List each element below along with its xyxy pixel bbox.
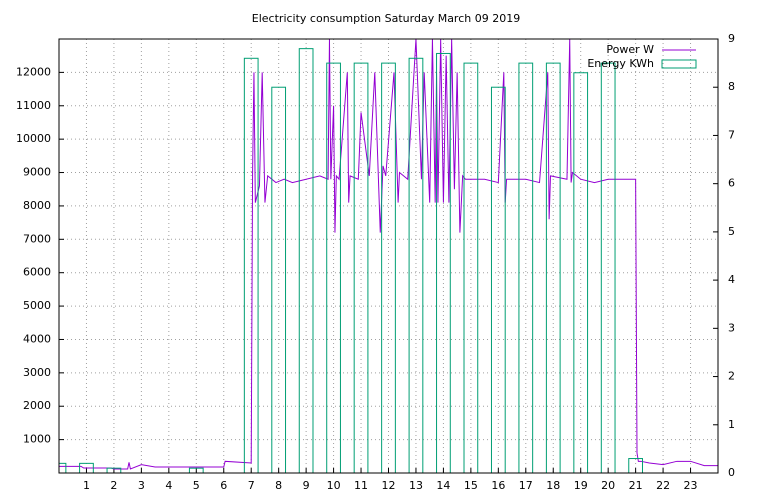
y2-tick-label: 4 [728,273,735,286]
power-line [59,39,718,470]
y-tick-label: 12000 [16,65,51,78]
y-tick-label: 11000 [16,99,51,112]
x-tick-label: 8 [275,479,282,492]
y2-tick-label: 5 [728,225,735,238]
y2-tick-label: 9 [728,32,735,45]
x-tick-label: 21 [629,479,643,492]
x-tick-label: 14 [436,479,450,492]
x-tick-label: 16 [491,479,505,492]
x-tick-label: 20 [601,479,615,492]
x-tick-label: 5 [193,479,200,492]
y-tick-label: 2000 [23,399,51,412]
y-tick-label: 6000 [23,266,51,279]
legend-swatch [661,59,697,69]
x-tick-label: 1 [83,479,90,492]
y2-tick-label: 7 [728,128,735,141]
x-tick-label: 23 [684,479,698,492]
y2-tick-label: 8 [728,80,735,93]
y-tick-label: 7000 [23,232,51,245]
x-tick-label: 3 [138,479,145,492]
y2-tick-label: 6 [728,177,735,190]
x-tick-label: 18 [546,479,560,492]
y-tick-label: 8000 [23,199,51,212]
y2-tick-label: 0 [728,466,735,479]
y2-tick-label: 1 [728,418,735,431]
x-tick-label: 9 [303,479,310,492]
chart-title: Electricity consumption Saturday March 0… [252,12,520,25]
legend-label: Energy KWh [587,57,654,70]
y2-tick-label: 2 [728,370,735,383]
plot-border [58,38,719,474]
x-tick-label: 22 [656,479,670,492]
x-tick-label: 10 [327,479,341,492]
x-tick-label: 17 [519,479,533,492]
energy-bar [298,48,314,474]
legend-label: Power W [606,43,654,56]
x-tick-label: 11 [354,479,368,492]
x-tick-label: 13 [409,479,423,492]
y-tick-label: 1000 [23,433,51,446]
x-tick-label: 4 [165,479,172,492]
y-tick-label: 10000 [16,132,51,145]
energy-bar [58,462,67,474]
x-tick-label: 12 [382,479,396,492]
x-tick-label: 15 [464,479,478,492]
x-tick-label: 7 [248,479,255,492]
y-tick-label: 5000 [23,299,51,312]
x-tick-label: 6 [220,479,227,492]
x-tick-label: 19 [574,479,588,492]
y-tick-label: 9000 [23,166,51,179]
y2-tick-label: 3 [728,321,735,334]
y-tick-label: 3000 [23,366,51,379]
y-tick-label: 4000 [23,332,51,345]
x-tick-label: 2 [110,479,117,492]
